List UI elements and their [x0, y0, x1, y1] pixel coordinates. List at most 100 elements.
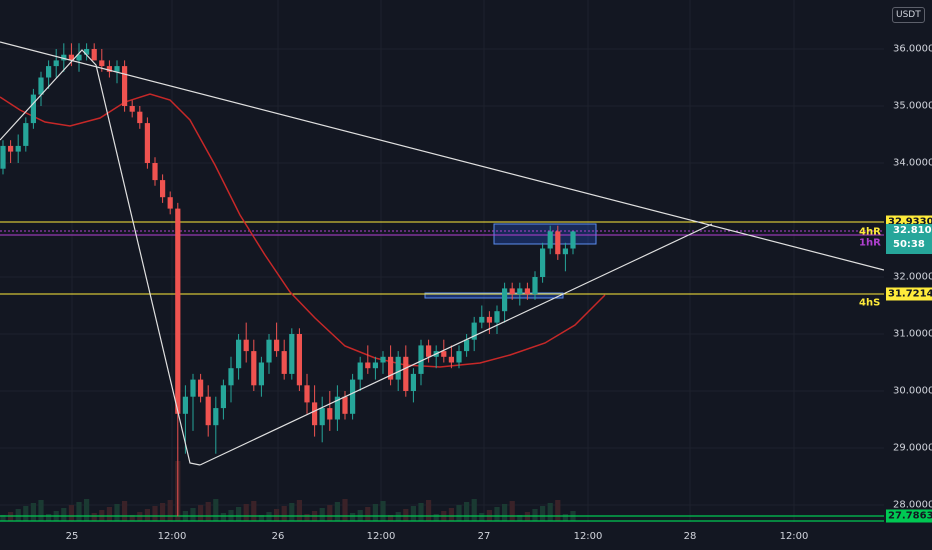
volume-bar	[213, 499, 219, 521]
volume-bar	[91, 513, 97, 521]
volume-bar	[152, 506, 158, 521]
currency-badge[interactable]: USDT	[892, 7, 925, 23]
volume-bar	[327, 505, 333, 521]
volume-bar	[562, 514, 568, 521]
volume-bar	[61, 508, 67, 521]
time-tick: 12:00	[157, 531, 187, 542]
candle	[433, 345, 439, 369]
volume-bar	[540, 506, 546, 521]
price-tick: 28.0000	[893, 499, 932, 511]
time-tick: 12:00	[779, 531, 809, 542]
volume-bar	[296, 500, 302, 521]
volume-bar	[205, 502, 211, 521]
candle	[274, 322, 280, 357]
volume-bar	[84, 499, 90, 521]
volume-bar	[372, 504, 378, 521]
time-tick: 25	[65, 531, 79, 542]
volume-bar	[471, 499, 477, 521]
candle	[106, 60, 112, 78]
candle	[38, 71, 44, 106]
candle	[152, 157, 158, 186]
candle	[15, 134, 21, 163]
price-axis[interactable]	[884, 0, 932, 550]
candle	[258, 356, 264, 397]
candle	[456, 345, 462, 369]
candle	[296, 328, 302, 391]
volume-bar	[258, 515, 264, 521]
volume-bar	[106, 507, 112, 521]
candle	[243, 322, 249, 363]
candle	[220, 379, 226, 420]
candle	[418, 339, 424, 386]
price-tick: 36.0000	[893, 43, 932, 55]
candle	[426, 339, 432, 363]
candlesticks	[0, 43, 576, 517]
time-tick: 28	[683, 531, 697, 542]
candle	[479, 305, 485, 329]
volume-bar	[274, 509, 280, 521]
candle	[380, 351, 386, 374]
candle	[357, 356, 363, 391]
candle	[509, 282, 515, 300]
candle-countdown: 50:38	[893, 239, 925, 250]
candle	[350, 373, 356, 420]
volume-bar	[304, 514, 310, 521]
volume-bar	[129, 515, 135, 521]
candle	[570, 231, 576, 255]
candle	[365, 345, 371, 374]
volume-bar	[190, 508, 196, 521]
time-tick: 12:00	[573, 531, 603, 542]
price-tick: 29.0000	[893, 442, 932, 454]
volume-bar	[380, 501, 386, 521]
volume-bar	[243, 504, 249, 521]
lower-level-price-label: 31.7214	[886, 287, 932, 301]
descending-trendline	[0, 41, 884, 271]
candle	[137, 106, 143, 129]
volume-bar	[388, 515, 394, 521]
candle	[251, 339, 257, 391]
volume-bar	[144, 509, 150, 521]
volume-bar	[502, 504, 508, 521]
volume-bar	[532, 509, 538, 521]
volume-bar	[350, 513, 356, 521]
volume-bar	[198, 505, 204, 521]
moving-average-line	[0, 93, 606, 368]
candle	[547, 225, 553, 255]
candle	[266, 334, 272, 374]
volume-bar	[319, 508, 325, 521]
candle	[61, 43, 67, 72]
candle	[46, 60, 52, 89]
volume-bar	[464, 502, 470, 521]
zigzag-line	[0, 49, 201, 466]
candle	[129, 100, 135, 118]
price-chart-canvas[interactable]	[0, 0, 884, 550]
current-price-value: 32.8109	[893, 225, 932, 236]
candle	[532, 271, 538, 300]
candle	[228, 356, 234, 403]
candle	[540, 242, 546, 283]
volume-bar	[220, 513, 226, 521]
candle	[464, 334, 470, 357]
volume-bar	[236, 507, 242, 521]
volume-bar	[334, 502, 340, 521]
candle	[236, 334, 242, 380]
upper-level-tag: 4hR	[859, 226, 881, 238]
candle	[486, 311, 492, 334]
candle	[555, 225, 561, 260]
hour-level-tag: 1hR	[859, 237, 881, 249]
time-tick: 27	[477, 531, 491, 542]
candle	[144, 117, 150, 169]
bottom-level-price-label: 27.7863	[886, 509, 932, 523]
candle	[23, 117, 29, 152]
candle	[410, 368, 416, 403]
candle	[84, 43, 90, 61]
volume-bar	[509, 501, 515, 521]
volume-bar	[251, 501, 257, 521]
volume-bar	[15, 509, 21, 521]
price-tick: 30.0000	[893, 385, 932, 397]
volume-bar	[410, 506, 416, 521]
volume-bar	[426, 500, 432, 521]
candle	[205, 385, 211, 437]
volume-bar	[122, 501, 128, 521]
horizontal-levels	[0, 221, 884, 522]
